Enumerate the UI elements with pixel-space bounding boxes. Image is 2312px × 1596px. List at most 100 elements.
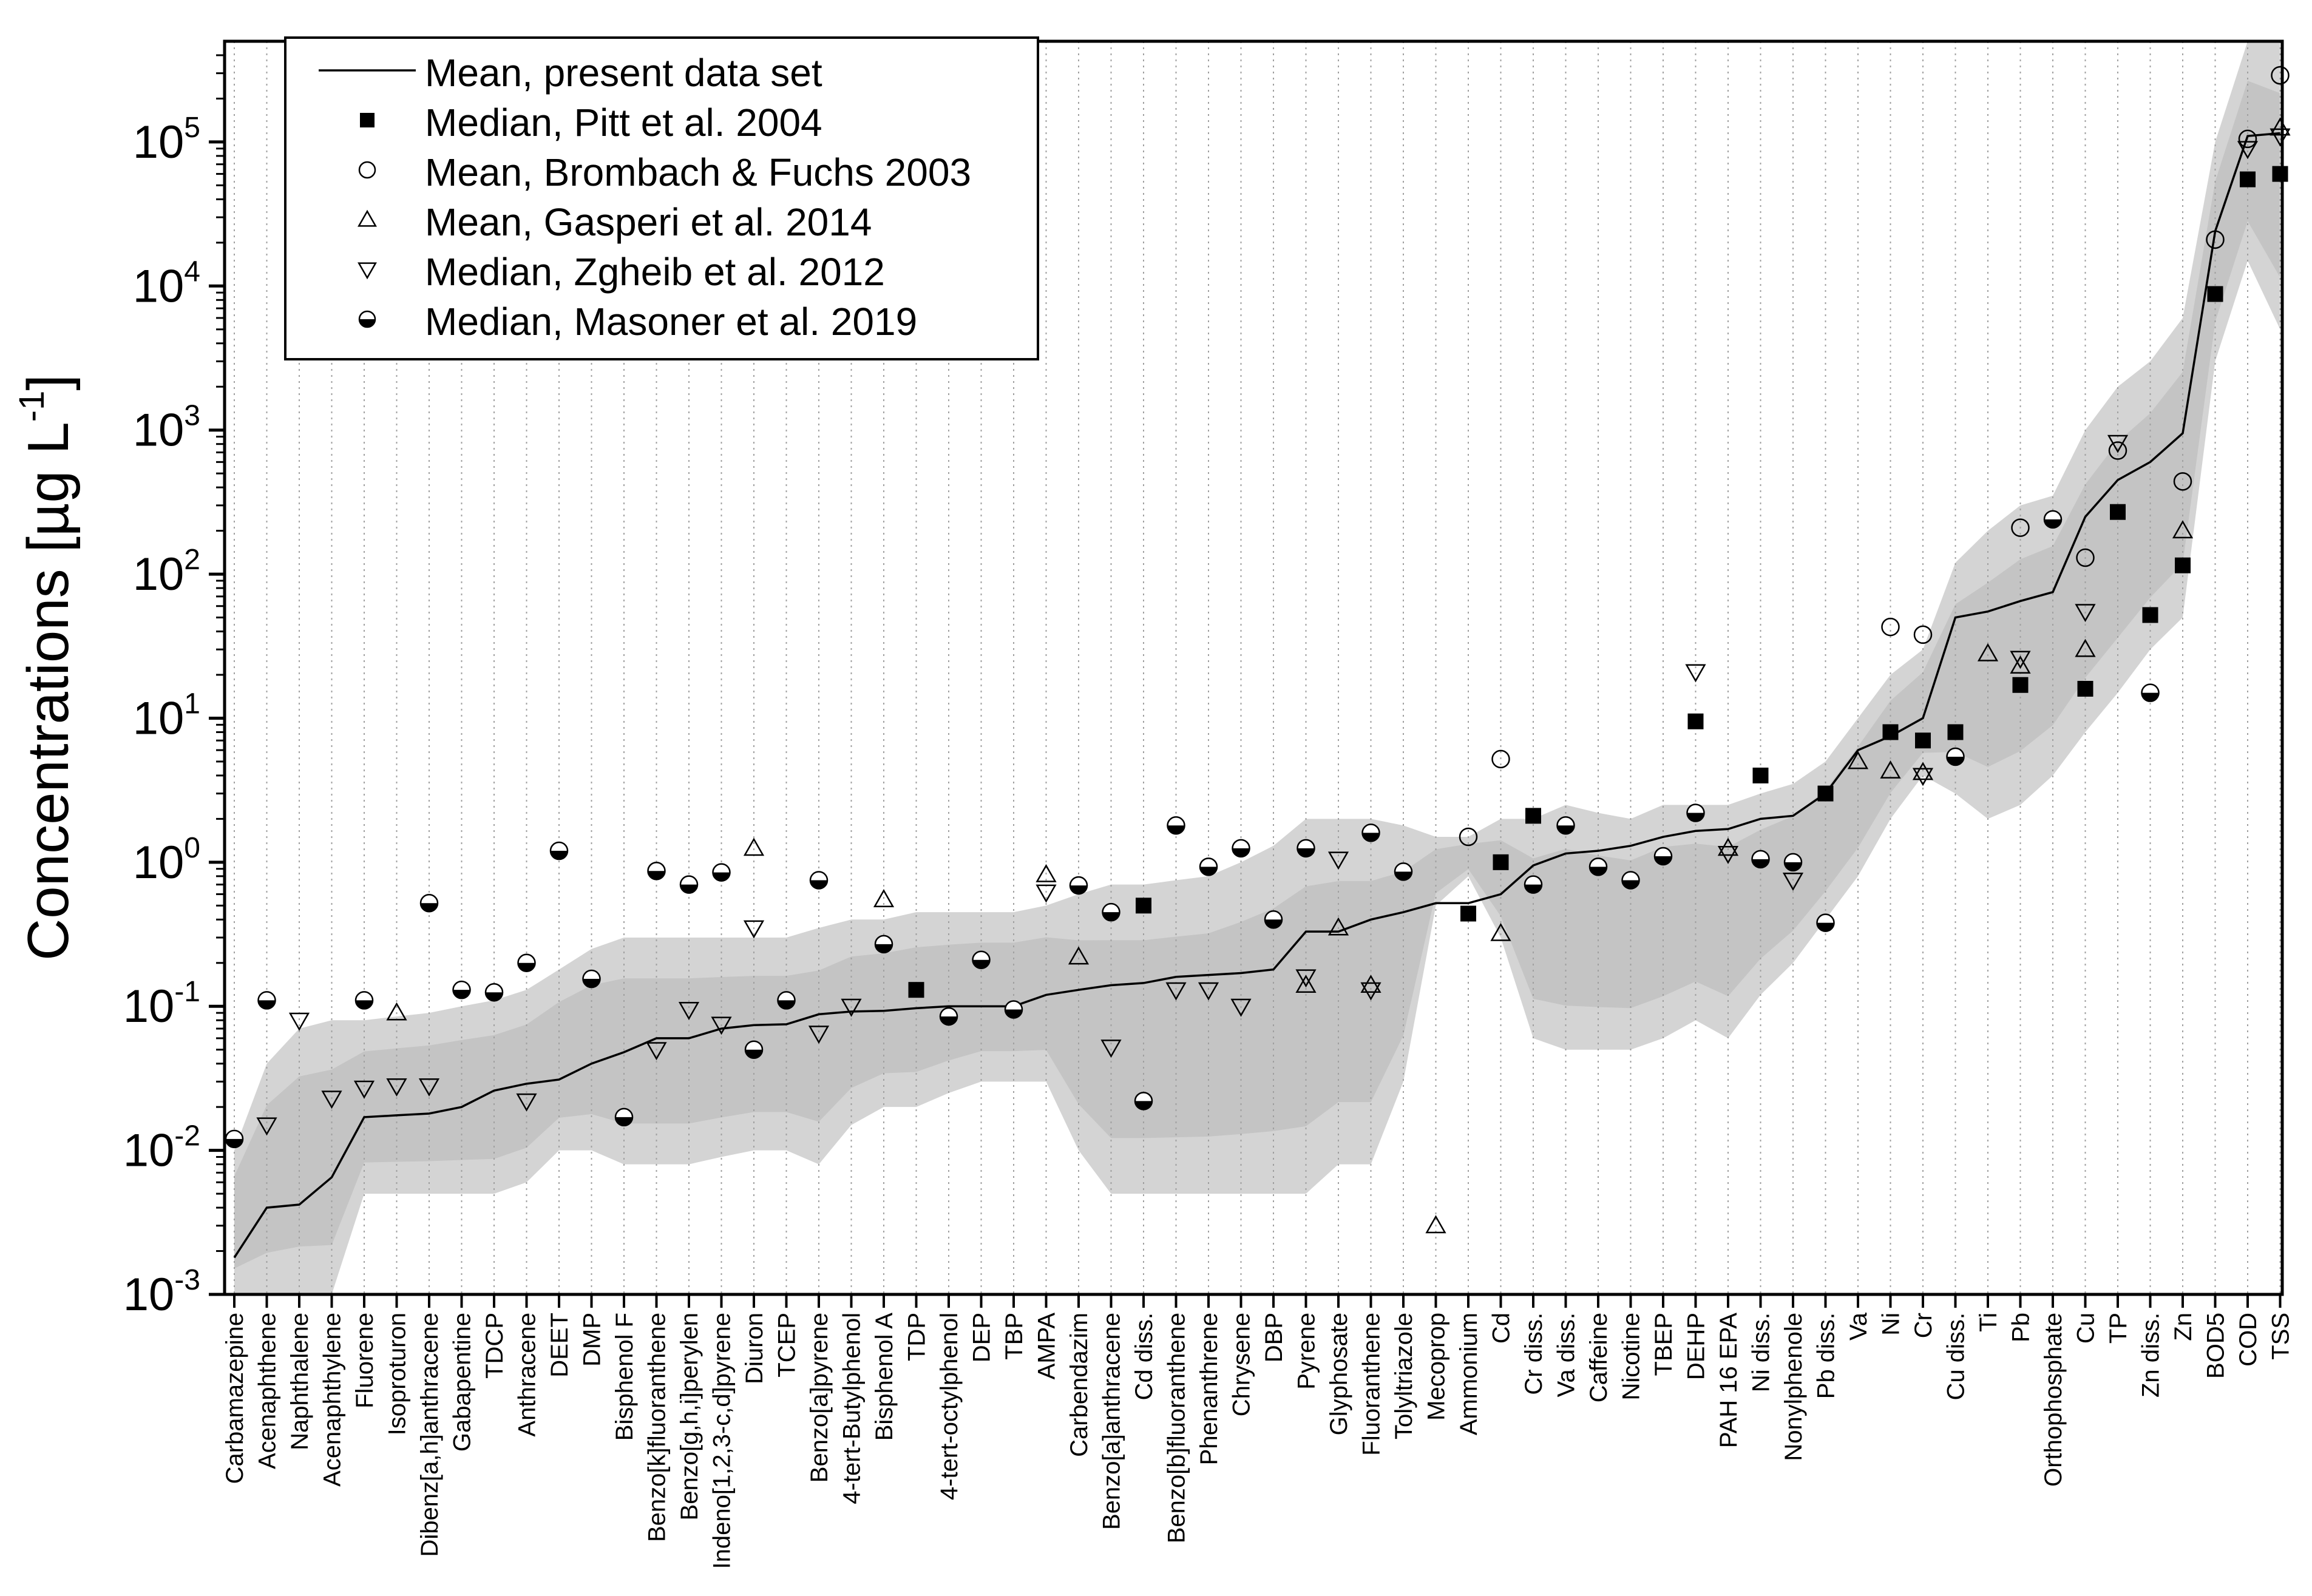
marker-mean-brombach-fuchs-2003 [2206, 230, 2225, 249]
x-tick-label: Bisphenol A [871, 1313, 898, 1441]
marker-mean-gasperi-et-al-2014 [1068, 946, 1090, 965]
x-tick-label: Bisphenol F [611, 1313, 638, 1441]
legend-symbol-median-zgheib-et-al-2012 [358, 262, 377, 280]
legend-label-median-zgheib-et-al-2012: Median, Zgheib et al. 2012 [425, 250, 885, 294]
x-tick-label: DEHP [1683, 1313, 1710, 1380]
marker-median-masoner-et-al-2019 [517, 953, 536, 973]
marker-median-zgheib-et-al-2012 [2010, 651, 2031, 669]
legend-label-mean-brombach-fuchs-2003: Mean, Brombach & Fuchs 2003 [425, 150, 971, 194]
y-axis-label: Concentrations [µg L-1] [12, 374, 81, 961]
marker-median-masoner-et-al-2019 [2141, 683, 2160, 702]
marker-median-masoner-et-al-2019 [484, 982, 504, 1002]
marker-median-zgheib-et-al-2012 [1912, 768, 1934, 786]
marker-median-zgheib-et-al-2012 [841, 998, 862, 1017]
marker-median-masoner-et-al-2019 [1556, 816, 1575, 835]
x-tick-label: 4-tert-Butylphenol [839, 1313, 866, 1504]
x-tick-label: Pb [2008, 1313, 2035, 1342]
marker-median-masoner-et-al-2019 [1361, 823, 1380, 842]
plot-frame [223, 39, 2284, 1296]
x-tick-label: Tolyltriazole [1391, 1313, 1417, 1439]
x-tick-label: Benzo[k]fluoranthene [644, 1313, 671, 1542]
x-tick-label: Dibenz[a,h]anthracene [416, 1313, 443, 1557]
marker-median-pitt-et-al-2004 [2207, 286, 2223, 302]
marker-median-zgheib-et-al-2012 [288, 1012, 310, 1031]
marker-median-pitt-et-al-2004 [2272, 166, 2288, 182]
x-tick-label: DBP [1261, 1313, 1287, 1362]
marker-median-zgheib-et-al-2012 [1295, 969, 1317, 988]
x-tick-label: Cr [1910, 1313, 1937, 1338]
marker-median-zgheib-et-al-2012 [516, 1093, 537, 1112]
marker-median-masoner-et-al-2019 [1069, 876, 1088, 895]
marker-median-masoner-et-al-2019 [1621, 871, 1640, 890]
x-tick-label: Phenanthrene [1196, 1313, 1222, 1465]
y-tick-label: 101 [133, 688, 200, 744]
marker-median-masoner-et-al-2019 [972, 950, 991, 969]
x-tick-label: COD [2235, 1313, 2262, 1367]
marker-mean-brombach-fuchs-2003 [2011, 518, 2030, 537]
x-tick-label: Carbendazim [1066, 1313, 1093, 1457]
x-tick-label: Diuron [741, 1313, 768, 1384]
x-tick-label: Cd diss. [1131, 1313, 1158, 1401]
x-tick-label: DEP [969, 1313, 995, 1362]
x-tick-label: Benzo[g,h,i]perylen [676, 1313, 703, 1520]
marker-median-zgheib-et-al-2012 [1100, 1040, 1122, 1058]
legend-label-median-masoner-et-al-2019: Median, Masoner et al. 2019 [425, 300, 917, 343]
marker-median-pitt-et-al-2004 [1817, 785, 1834, 802]
marker-median-pitt-et-al-2004 [908, 982, 924, 998]
marker-median-masoner-et-al-2019 [939, 1007, 958, 1026]
x-tick-label: Nonylphenole [1780, 1313, 1807, 1461]
x-tick-label: Caffeine [1585, 1313, 1612, 1402]
marker-median-masoner-et-al-2019 [2043, 510, 2063, 529]
x-tick-label: Benzo[a]pyrene [806, 1313, 833, 1483]
marker-median-masoner-et-al-2019 [744, 1040, 764, 1059]
marker-median-masoner-et-al-2019 [1264, 910, 1283, 929]
x-tick-label: Va diss. [1553, 1313, 1580, 1397]
x-tick-label: Isoproturon [384, 1313, 411, 1435]
x-tick-label: TDCP [481, 1313, 508, 1379]
marker-median-pitt-et-al-2004 [1493, 854, 1509, 870]
marker-median-masoner-et-al-2019 [257, 991, 276, 1010]
marker-mean-gasperi-et-al-2014 [2270, 117, 2291, 136]
x-tick-label: Cr diss. [1520, 1313, 1547, 1395]
marker-mean-gasperi-et-al-2014 [873, 889, 895, 907]
marker-median-masoner-et-al-2019 [1134, 1092, 1153, 1111]
marker-median-zgheib-et-al-2012 [418, 1078, 440, 1097]
legend: Mean, present data set Median, Pitt et al… [284, 36, 1039, 360]
marker-median-pitt-et-al-2004 [1915, 732, 1931, 749]
y-tick-label: 104 [133, 255, 200, 312]
marker-median-masoner-et-al-2019 [452, 980, 471, 999]
legend-label-median-pitt-et-al-2004: Median, Pitt et al. 2004 [425, 101, 822, 144]
marker-median-pitt-et-al-2004 [1460, 905, 1476, 922]
marker-median-pitt-et-al-2004 [2077, 681, 2093, 697]
marker-median-masoner-et-al-2019 [809, 871, 829, 890]
marker-median-pitt-et-al-2004 [2012, 677, 2029, 693]
x-tick-label: Carbamazepine [222, 1313, 248, 1484]
x-tick-label: Benzo[a]anthracene [1099, 1313, 1125, 1530]
marker-median-zgheib-et-al-2012 [1036, 884, 1057, 903]
marker-median-zgheib-et-al-2012 [743, 920, 765, 939]
marker-median-zgheib-et-al-2012 [1198, 982, 1219, 1001]
marker-mean-brombach-fuchs-2003 [2238, 129, 2257, 149]
marker-median-masoner-et-al-2019 [679, 875, 699, 894]
x-tick-label: Fluorene [351, 1313, 378, 1408]
marker-median-masoner-et-al-2019 [225, 1129, 244, 1149]
x-tick-label: TBEP [1650, 1313, 1677, 1376]
x-tick-label: Fluoranthene [1358, 1313, 1385, 1456]
marker-mean-gasperi-et-al-2014 [386, 1002, 407, 1021]
legend-symbol-mean-brombach-fuchs-2003 [358, 161, 376, 179]
marker-mean-gasperi-et-al-2014 [1490, 922, 1511, 941]
marker-median-zgheib-et-al-2012 [2107, 435, 2129, 453]
marker-median-masoner-et-al-2019 [419, 894, 439, 913]
marker-mean-brombach-fuchs-2003 [1459, 827, 1478, 847]
x-tick-label: Pyrene [1293, 1313, 1320, 1390]
marker-median-masoner-et-al-2019 [614, 1107, 634, 1127]
x-tick-label: DEET [546, 1313, 573, 1378]
marker-mean-brombach-fuchs-2003 [1913, 625, 1933, 644]
marker-median-pitt-et-al-2004 [2142, 607, 2158, 623]
marker-median-masoner-et-al-2019 [1946, 747, 1965, 766]
marker-median-zgheib-et-al-2012 [386, 1078, 407, 1097]
marker-median-zgheib-et-al-2012 [711, 1016, 732, 1035]
x-tick-label: TBP [1001, 1313, 1028, 1360]
marker-mean-gasperi-et-al-2014 [743, 837, 765, 856]
x-tick-label: Ni [1878, 1313, 1905, 1336]
